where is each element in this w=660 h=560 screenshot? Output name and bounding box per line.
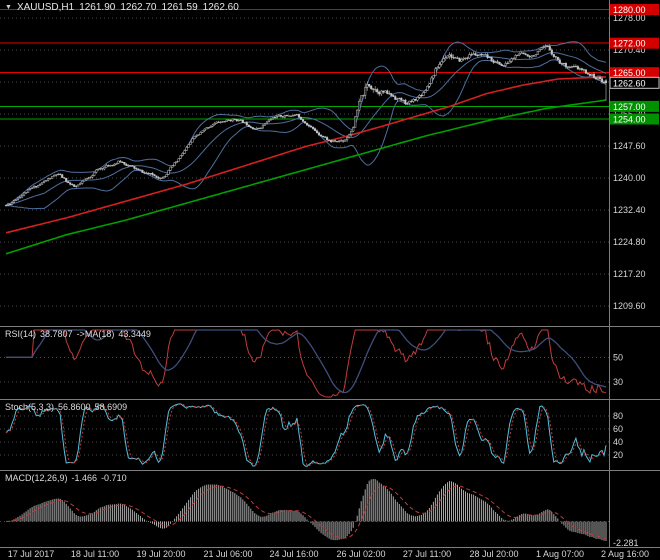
svg-text:28 Jul 20:00: 28 Jul 20:00	[469, 549, 518, 559]
quote-high: 1262.70	[120, 2, 157, 13]
macd-title: MACD(12,26,9)	[5, 473, 68, 483]
quote-low: 1261.59	[161, 2, 198, 13]
svg-text:1217.20: 1217.20	[613, 269, 646, 279]
svg-text:1257.00: 1257.00	[613, 102, 646, 112]
svg-text:60: 60	[613, 424, 623, 434]
chart-title-bar: ▼ XAUUSD,H1 1261.90 1262.70 1261.59 1262.60	[5, 2, 244, 13]
stoch-indicator-label: Stoch(5,3,3) 56.8600 58.6909	[5, 402, 131, 412]
price-axis[interactable]: 1278.001270.401262.801255.201247.601240.…	[609, 4, 660, 548]
stoch-signal-value: 58.6909	[94, 402, 128, 412]
stoch-main-value: 56.8600	[58, 402, 91, 412]
svg-text:18 Jul 11:00: 18 Jul 11:00	[71, 549, 119, 559]
svg-text:80: 80	[613, 411, 623, 421]
svg-text:1265.00: 1265.00	[613, 68, 646, 78]
svg-text:2 Aug 16:00: 2 Aug 16:00	[601, 549, 649, 559]
svg-text:1272.00: 1272.00	[613, 39, 646, 49]
rsi-ma-value: 43.3449	[118, 329, 151, 339]
svg-text:1209.60: 1209.60	[613, 301, 646, 311]
moving-averages	[5, 76, 607, 255]
indicator-series	[5, 329, 607, 541]
candlesticks	[4, 44, 608, 207]
svg-text:1232.40: 1232.40	[613, 205, 646, 215]
svg-text:-2.281: -2.281	[613, 538, 639, 548]
svg-text:21 Jul 06:00: 21 Jul 06:00	[203, 549, 252, 559]
svg-text:40: 40	[613, 437, 623, 447]
rsi-value: 38.7807	[40, 329, 73, 339]
svg-text:30: 30	[613, 377, 623, 387]
rsi-ma-title: ->MA(18)	[76, 329, 115, 339]
svg-text:1262.60: 1262.60	[613, 78, 646, 88]
macd-signal-value: -0.710	[101, 473, 127, 483]
svg-text:1224.80: 1224.80	[613, 237, 646, 247]
svg-text:1 Aug 07:00: 1 Aug 07:00	[536, 549, 584, 559]
svg-text:20: 20	[613, 450, 623, 460]
svg-text:24 Jul 16:00: 24 Jul 16:00	[269, 549, 318, 559]
svg-text:17 Jul 2017: 17 Jul 2017	[8, 549, 55, 559]
rsi-indicator-label: RSI(14) 38.7807 ->MA(18) 43.3449	[5, 329, 155, 339]
rsi-title: RSI(14)	[5, 329, 37, 339]
svg-text:1270.40: 1270.40	[613, 45, 646, 55]
symbol-dropdown-icon[interactable]: ▼	[5, 4, 12, 11]
svg-text:27 Jul 11:00: 27 Jul 11:00	[403, 549, 451, 559]
level-lines	[0, 9, 609, 120]
svg-text:1247.60: 1247.60	[613, 141, 646, 151]
quote-close: 1262.60	[202, 2, 239, 13]
svg-text:1278.00: 1278.00	[613, 13, 646, 23]
macd-main-value: -1.466	[71, 473, 98, 483]
macd-indicator-label: MACD(12,26,9) -1.466 -0.710	[5, 473, 131, 483]
quote-open: 1261.90	[79, 2, 116, 13]
svg-text:50: 50	[613, 352, 623, 362]
stoch-title: Stoch(5,3,3)	[5, 402, 55, 412]
svg-text:1240.00: 1240.00	[613, 173, 646, 183]
svg-text:19 Jul 20:00: 19 Jul 20:00	[136, 549, 185, 559]
time-axis[interactable]: 17 Jul 2017 18 Jul 11:00 19 Jul 20:00 21 Ju…	[8, 549, 649, 559]
svg-text:1280.00: 1280.00	[613, 5, 646, 15]
symbol-name: XAUUSD,H1	[16, 2, 75, 13]
svg-text:1254.00: 1254.00	[613, 115, 646, 125]
svg-text:26 Jul 02:00: 26 Jul 02:00	[336, 549, 385, 559]
